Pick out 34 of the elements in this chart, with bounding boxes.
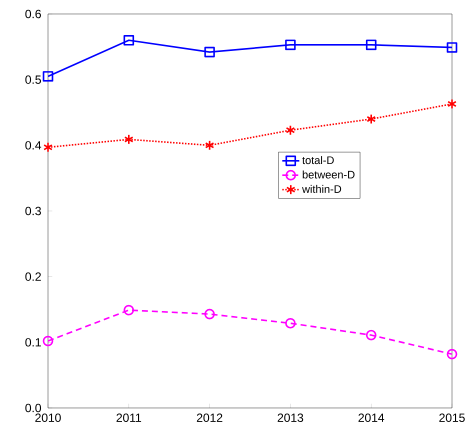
x-tick-label: 2011 xyxy=(116,414,142,422)
y-tick-label: 0.1 xyxy=(25,338,41,347)
point xyxy=(204,140,214,151)
y-tick-label: 0.4 xyxy=(25,141,42,150)
legend-label: between-D xyxy=(302,170,355,179)
legend-label: within-D xyxy=(302,184,342,193)
point xyxy=(42,71,54,82)
y-tick-label: 0.2 xyxy=(25,272,41,281)
point xyxy=(366,40,376,50)
x-tick-label: 2014 xyxy=(358,414,384,422)
y-tick-label: 0.5 xyxy=(25,75,41,84)
point xyxy=(446,42,458,53)
point xyxy=(43,142,53,153)
point xyxy=(286,124,296,136)
point xyxy=(446,348,458,360)
x-tick-label: 2015 xyxy=(439,414,465,422)
x-tick-label: 2010 xyxy=(35,414,61,422)
x-tick-label: 2013 xyxy=(278,414,304,422)
point xyxy=(204,46,215,58)
point xyxy=(204,308,215,320)
point xyxy=(285,318,296,329)
point xyxy=(124,134,134,145)
x-tick-label: 2012 xyxy=(196,414,222,422)
point xyxy=(447,98,457,110)
point xyxy=(366,114,376,124)
legend-label: total-D xyxy=(302,156,334,164)
point xyxy=(285,40,296,50)
point xyxy=(124,34,134,46)
point xyxy=(42,336,54,346)
y-tick-label: 0.0 xyxy=(25,404,42,412)
y-tick-label: 0.3 xyxy=(25,206,41,216)
point xyxy=(124,304,134,316)
point xyxy=(366,330,376,340)
y-tick-label: 0.6 xyxy=(25,10,41,18)
